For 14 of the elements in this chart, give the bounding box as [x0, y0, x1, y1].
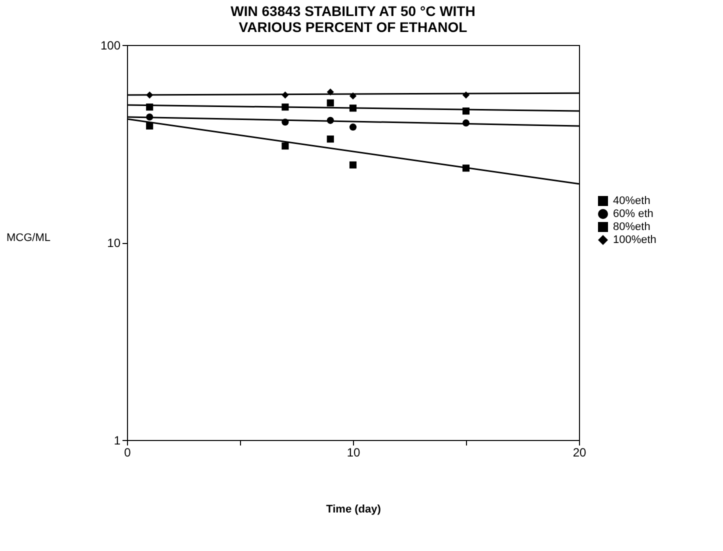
x-tick-label: 20: [572, 446, 586, 460]
x-tick-label: 10: [346, 446, 360, 460]
y-tick-label: 1: [114, 434, 121, 448]
legend-label: 80%eth: [613, 221, 650, 233]
y-tick-label: 10: [107, 236, 121, 250]
text: VARIOUS PERCENT OF ETHANOL: [238, 19, 468, 35]
text: WIN 63843 STABILITY AT 50 °C WITH: [230, 3, 476, 19]
legend-label: 40%eth: [613, 195, 650, 207]
x-axis-title: Time (day): [326, 504, 382, 516]
legend-label: 100%eth: [613, 234, 656, 246]
x-tick-label: 0: [124, 446, 132, 460]
legend-label: 60% eth: [613, 208, 654, 220]
y-tick-label: 100: [100, 38, 121, 52]
y-axis-title: MCG/ML: [6, 232, 50, 244]
